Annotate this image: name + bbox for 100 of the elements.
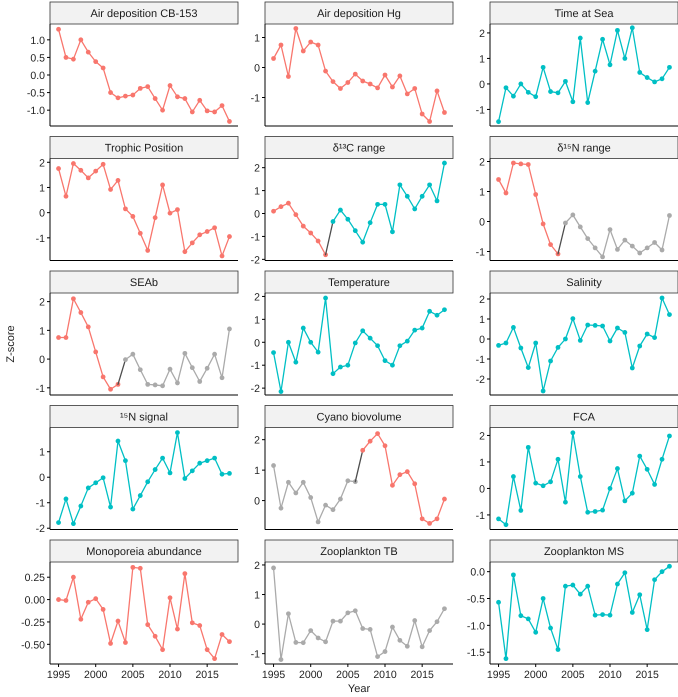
chart-title: Zooplankton MS xyxy=(544,546,624,558)
point xyxy=(345,478,350,484)
point xyxy=(615,28,620,33)
chart-title: Zooplankton TB xyxy=(320,546,398,558)
y-tick-label: 2 xyxy=(254,434,260,447)
point xyxy=(504,656,508,662)
point xyxy=(71,161,76,166)
point xyxy=(375,654,380,660)
point xyxy=(56,26,61,32)
point xyxy=(375,202,380,207)
point xyxy=(108,90,113,95)
point xyxy=(622,56,628,61)
point xyxy=(308,628,314,633)
point xyxy=(352,608,358,614)
point xyxy=(352,340,358,346)
point xyxy=(338,208,343,212)
chart-title: Air deposition CB-153 xyxy=(90,8,198,20)
point xyxy=(637,592,642,598)
point xyxy=(397,182,402,188)
point xyxy=(390,84,395,90)
point xyxy=(345,362,350,368)
point xyxy=(660,296,664,300)
point xyxy=(145,84,150,90)
y-tick-label: -0.50 xyxy=(21,639,46,652)
y-tick-label: 2 xyxy=(479,28,486,40)
y-tick-label: -2 xyxy=(36,523,46,536)
y-tick-label: -1 xyxy=(250,92,260,104)
y-tick-label: 0.0 xyxy=(470,566,486,579)
point xyxy=(420,516,425,522)
point xyxy=(123,357,128,362)
point xyxy=(116,178,120,183)
point xyxy=(622,330,628,335)
point xyxy=(123,94,128,99)
point xyxy=(212,352,217,357)
point xyxy=(434,88,440,94)
x-axis-title: Year xyxy=(348,683,370,695)
chart-title: SEAb xyxy=(130,277,158,289)
point xyxy=(615,247,620,252)
point xyxy=(293,26,298,31)
point xyxy=(212,656,217,662)
point xyxy=(352,228,358,234)
point xyxy=(278,389,284,394)
point xyxy=(116,95,120,100)
point xyxy=(585,236,590,241)
y-tick-label: -1 xyxy=(36,232,46,245)
point xyxy=(145,382,150,387)
point xyxy=(533,192,538,197)
point xyxy=(511,160,516,166)
point xyxy=(368,438,373,444)
y-tick-label: 2 xyxy=(479,430,486,442)
point xyxy=(608,486,612,491)
point xyxy=(667,213,672,218)
point xyxy=(130,214,136,219)
point xyxy=(412,206,418,212)
point xyxy=(540,483,546,488)
point xyxy=(152,215,158,220)
point xyxy=(397,638,402,643)
point xyxy=(78,310,84,315)
point xyxy=(338,496,343,502)
point xyxy=(592,612,598,618)
chart-title: FCA xyxy=(573,412,596,424)
point xyxy=(271,566,276,570)
y-tick-label: 2 xyxy=(254,162,260,175)
point xyxy=(130,506,136,512)
y-tick-label: 1 xyxy=(254,32,260,44)
point xyxy=(212,456,217,460)
point xyxy=(404,338,410,344)
x-tick-label: 1995 xyxy=(486,669,510,681)
point xyxy=(64,598,68,603)
point xyxy=(382,649,388,654)
point xyxy=(442,606,447,612)
point xyxy=(93,59,98,64)
point xyxy=(308,230,314,236)
point xyxy=(190,468,195,474)
point xyxy=(160,647,165,652)
y-tick-label: 2 xyxy=(39,157,46,170)
y-tick-label: 1 xyxy=(254,186,260,198)
y-tick-label: -0.25 xyxy=(21,616,46,629)
y-tick-label: 0 xyxy=(39,472,46,484)
y-tick-label: 1 xyxy=(479,314,486,326)
point xyxy=(390,624,395,630)
y-tick-label: 1 xyxy=(254,465,260,478)
point xyxy=(152,634,158,639)
point xyxy=(592,323,598,328)
point xyxy=(533,340,538,346)
point xyxy=(168,83,172,88)
point xyxy=(442,496,447,502)
point xyxy=(652,482,657,487)
point xyxy=(220,254,224,258)
point xyxy=(316,238,321,244)
point xyxy=(667,64,672,70)
point xyxy=(644,627,650,632)
y-tick-label: 0 xyxy=(39,354,46,366)
y-tick-label: -0.5 xyxy=(26,88,46,100)
point xyxy=(496,177,501,182)
point xyxy=(644,466,650,472)
point xyxy=(660,76,664,82)
point xyxy=(64,496,68,502)
point xyxy=(168,470,172,476)
point xyxy=(420,644,425,650)
